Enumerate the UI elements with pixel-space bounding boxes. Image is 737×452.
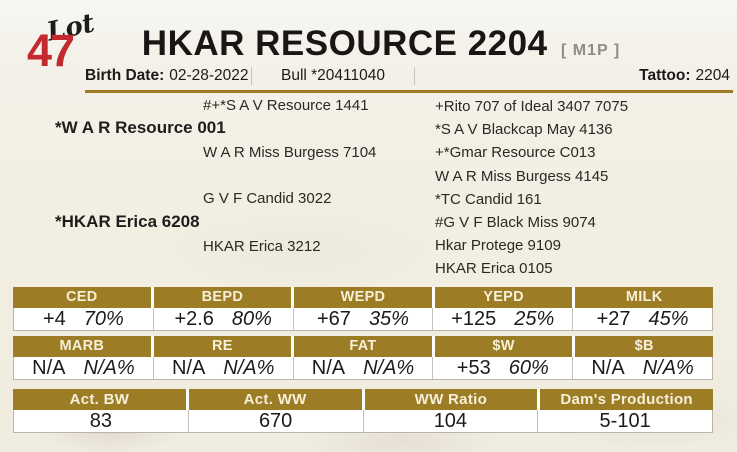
pedigree-gen3-line: *S A V Blackcap May 4136 xyxy=(435,121,613,139)
title-row: HKAR RESOURCE 2204 [ M1P ] xyxy=(25,24,737,64)
epd-value-ced: +4 70% xyxy=(14,308,154,330)
epd-header-yepd: YEPD xyxy=(434,287,573,308)
stats-header-ww-ratio: WW Ratio xyxy=(364,389,538,410)
epd-accuracy: 70% xyxy=(83,307,124,330)
tattoo-value: 2204 xyxy=(695,67,730,84)
pedigree-dam-sire: G V F Candid 3022 xyxy=(203,190,332,207)
epd-header-dollar-b: $B xyxy=(575,336,713,357)
epd-accuracy: 25% xyxy=(514,307,555,330)
epd-value: N/A xyxy=(591,356,625,379)
epd-value-wepd: +67 35% xyxy=(294,308,434,330)
registration-value: Bull *20411040 xyxy=(281,67,385,84)
epd-value: +4 xyxy=(42,307,66,330)
epd-header-wepd: WEPD xyxy=(294,287,432,308)
gold-divider-rule xyxy=(85,90,733,93)
epd-accuracy: N/A% xyxy=(83,356,135,379)
epd-value: N/A xyxy=(32,356,66,379)
pedigree-third-generation-column: +Rito 707 of Ideal 3407 7075 *S A V Blac… xyxy=(435,95,628,281)
tattoo-section: Tattoo: 2204 xyxy=(415,67,730,85)
epd-accuracy: 60% xyxy=(508,356,549,379)
registration-section: Bull *20411040 xyxy=(252,67,414,85)
stats-table: Act. BW Act. WW WW Ratio Dam's Productio… xyxy=(13,389,713,433)
stats-value: 83 xyxy=(89,409,112,432)
epd-value: N/A xyxy=(171,356,206,379)
epd-accuracy: N/A% xyxy=(642,356,694,379)
lot-number: 47 xyxy=(27,25,75,76)
pedigree-gen3-line: +*Gmar Resource C013 xyxy=(435,144,596,162)
epd-value: +2.6 xyxy=(174,307,214,330)
epd-value-dollar-w: +53 60% xyxy=(433,356,574,379)
epd-value-bepd: +2.6 80% xyxy=(154,308,294,330)
epd-value-milk: +27 45% xyxy=(573,308,712,330)
stats-value: 104 xyxy=(433,409,468,432)
epd-header-fat: FAT xyxy=(294,336,432,357)
epd-value: +27 xyxy=(596,307,631,330)
epd-header-bepd: BEPD xyxy=(153,287,292,308)
stats-value: 670 xyxy=(258,409,293,432)
epd-header-marb: MARB xyxy=(13,336,151,357)
epd-header-milk: MILK xyxy=(575,287,713,308)
epd-accuracy: 35% xyxy=(368,307,409,330)
epd-header-re: RE xyxy=(153,336,292,357)
pedigree-gen3-line: #G V F Black Miss 9074 xyxy=(435,214,596,232)
epd-value: N/A xyxy=(311,356,346,379)
stats-header-act-ww: Act. WW xyxy=(188,389,362,410)
epd-value-yepd: +125 25% xyxy=(433,307,574,330)
epd-value: +53 xyxy=(456,356,491,379)
pedigree-gen3-line: W A R Miss Burgess 4145 xyxy=(435,167,609,185)
epd-header-dollar-w: $W xyxy=(434,336,573,357)
epd-accuracy: N/A% xyxy=(223,356,275,379)
stats-value-act-bw: 83 xyxy=(14,410,189,432)
stats-header-dams-production: Dam's Production xyxy=(540,389,713,410)
epd-value-re: N/A N/A% xyxy=(154,357,294,379)
stats-table-values: 83 670 104 5-101 xyxy=(13,410,713,433)
birth-date-label: Birth Date: xyxy=(85,67,165,84)
pedigree-gen3-line: Hkar Protege 9109 xyxy=(435,237,561,255)
info-divider xyxy=(414,67,415,85)
epd-value-fat: N/A N/A% xyxy=(294,357,434,379)
stats-value-ww-ratio: 104 xyxy=(364,410,539,432)
pedigree-sire-dam: W A R Miss Burgess 7104 xyxy=(203,144,377,161)
pedigree-gen3-line: HKAR Erica 0105 xyxy=(435,260,553,278)
info-divider xyxy=(251,67,252,85)
pedigree-gen3-line: *TC Candid 161 xyxy=(435,190,542,208)
pedigree-sire-sire: #+*S A V Resource 1441 xyxy=(203,97,369,114)
epd-accuracy: 45% xyxy=(648,307,689,330)
epd-table-2: MARB RE FAT $W $B N/A N/A% N/A N/A% N/A … xyxy=(13,336,713,380)
epd-value-marb: N/A N/A% xyxy=(14,357,154,379)
epd-header-ced: CED xyxy=(13,287,151,308)
pedigree-sire: *W A R Resource 001 xyxy=(55,118,226,137)
pedigree-dam-dam: HKAR Erica 3212 xyxy=(203,238,321,255)
birth-date-section: Birth Date: 02-28-2022 xyxy=(85,67,251,85)
epd-value-dollar-b: N/A N/A% xyxy=(573,357,712,379)
stats-value: 5-101 xyxy=(599,409,651,432)
page-title: HKAR RESOURCE 2204 xyxy=(141,24,548,63)
epd-table-2-header: MARB RE FAT $W $B xyxy=(13,336,713,357)
epd-accuracy: 80% xyxy=(231,307,272,330)
epd-accuracy: N/A% xyxy=(363,356,415,379)
info-bar: Birth Date: 02-28-2022 Bull *20411040 Ta… xyxy=(85,66,730,86)
stats-table-header: Act. BW Act. WW WW Ratio Dam's Productio… xyxy=(13,389,713,410)
title-suffix-badge: [ M1P ] xyxy=(561,42,621,59)
epd-table-1: CED BEPD WEPD YEPD MILK +4 70% +2.6 80% … xyxy=(13,287,713,331)
epd-value: +125 xyxy=(451,307,497,330)
epd-value: +67 xyxy=(317,307,351,330)
epd-table-2-values: N/A N/A% N/A N/A% N/A N/A% +53 60% N/A N… xyxy=(13,357,713,380)
epd-table-1-header: CED BEPD WEPD YEPD MILK xyxy=(13,287,713,308)
tattoo-label: Tattoo: xyxy=(639,67,691,84)
birth-date-value: 02-28-2022 xyxy=(169,67,249,84)
pedigree-gen3-line: +Rito 707 of Ideal 3407 7075 xyxy=(435,98,629,115)
stats-value-dams-production: 5-101 xyxy=(538,410,712,432)
epd-table-1-values: +4 70% +2.6 80% +67 35% +125 25% +27 45% xyxy=(13,308,713,331)
pedigree-dam: *HKAR Erica 6208 xyxy=(55,212,200,231)
stats-header-act-bw: Act. BW xyxy=(13,389,186,410)
stats-value-act-ww: 670 xyxy=(189,410,364,432)
